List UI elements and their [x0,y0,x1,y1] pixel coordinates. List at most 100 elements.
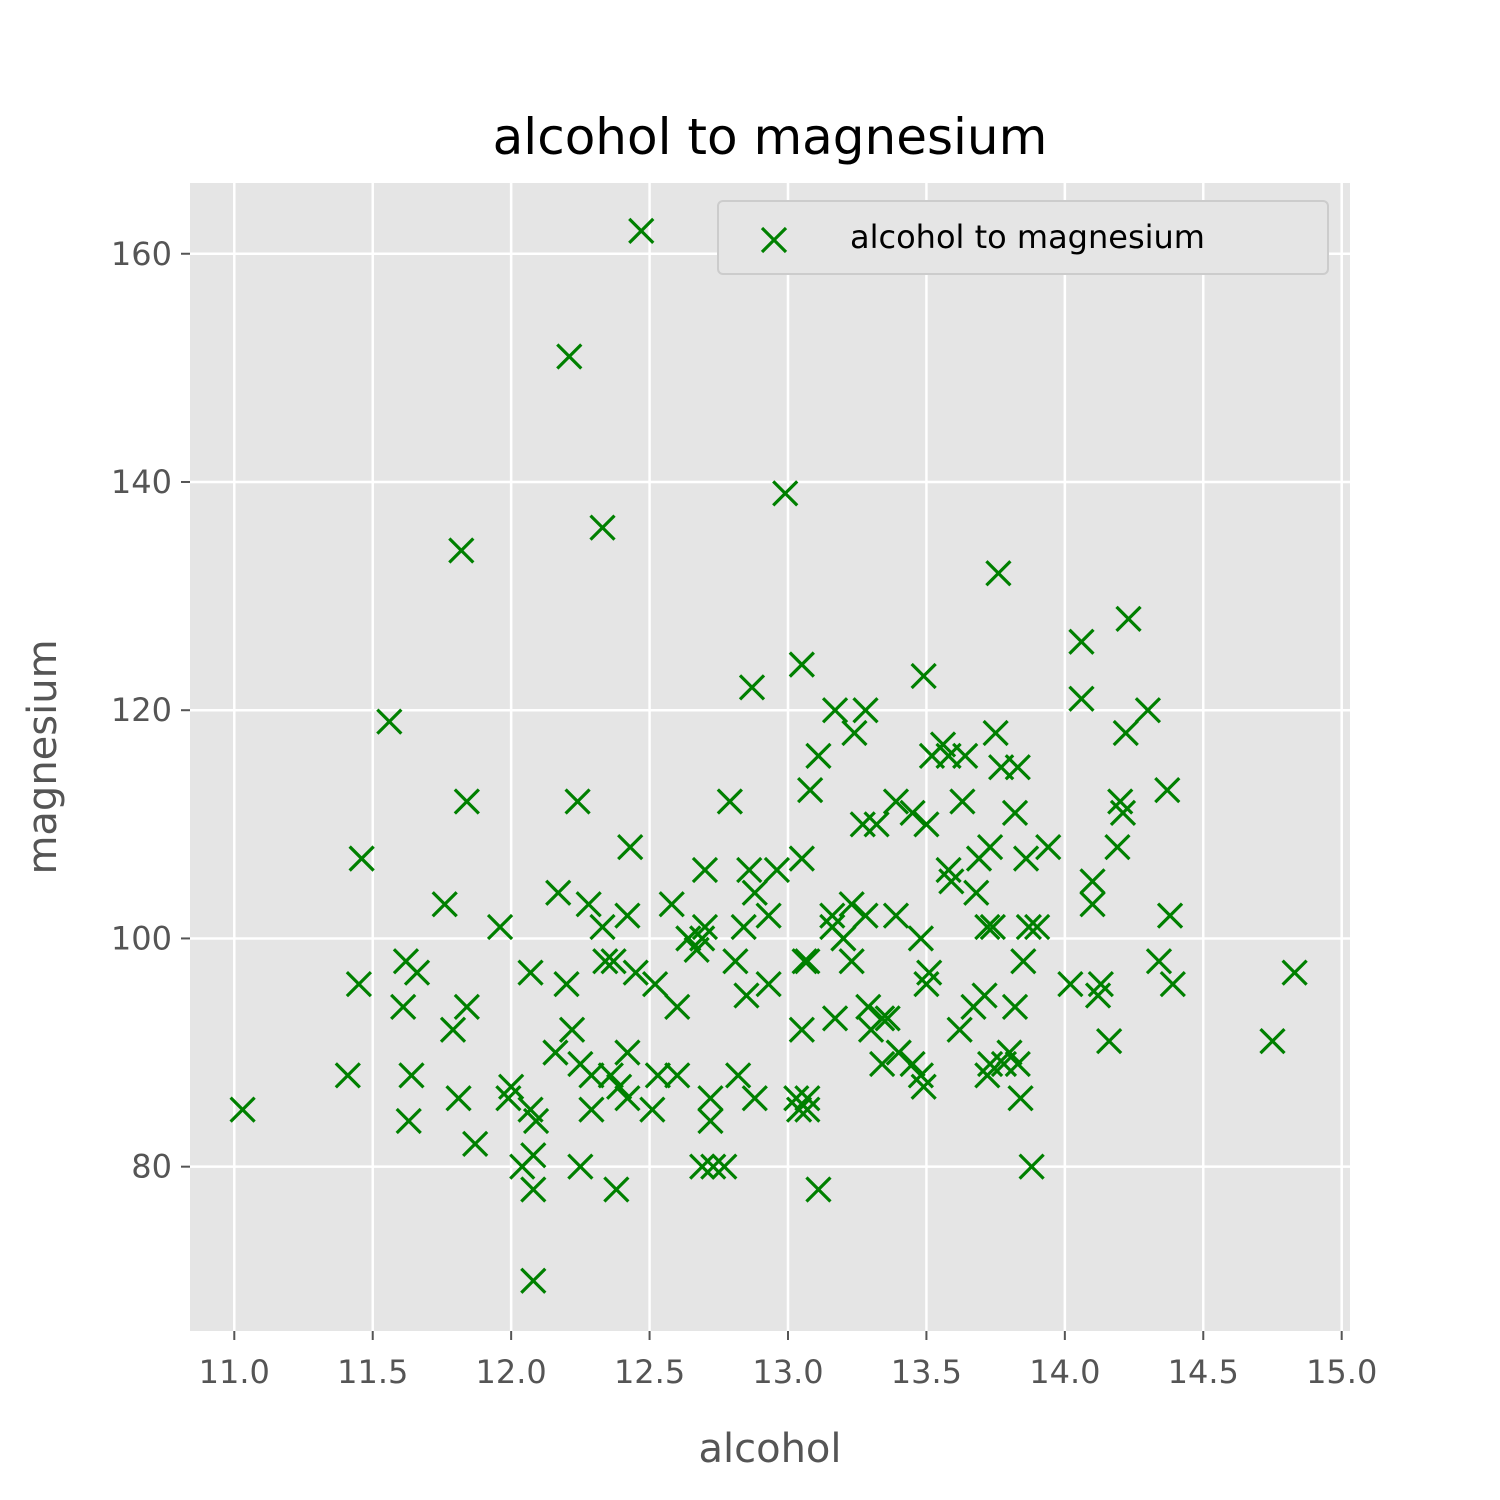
data-point [785,1096,813,1123]
data-point [334,1062,361,1089]
data-point [805,1176,832,1203]
data-point [1001,799,1029,827]
data-point [564,788,591,815]
data-point [976,834,1004,861]
data-point [838,891,865,918]
data-point [1012,845,1040,872]
data-point [542,1039,569,1066]
data-point [885,1039,912,1066]
data-point [907,925,935,952]
data-point [614,1039,641,1066]
data-point [852,902,879,929]
data-point [725,1062,752,1089]
data-point [730,913,757,941]
data-point [700,1153,727,1180]
data-point [736,856,763,884]
data-point [1104,834,1131,861]
data-point [971,982,998,1009]
data-point [716,788,743,815]
data-point [899,799,926,827]
data-point [949,788,976,815]
data-point [819,902,846,929]
data-point [390,993,417,1021]
y-tick-label: 140 [111,463,172,501]
data-point [689,1153,716,1180]
data-point [575,891,602,918]
data-point [1112,719,1139,747]
data-point [899,1050,926,1078]
data-point [1068,685,1095,712]
data-point [794,948,821,975]
data-point [229,1096,256,1123]
data-point [788,651,815,678]
data-point [644,1062,672,1089]
data-point [974,913,1001,941]
data-point [985,560,1012,587]
y-tick-label: 80 [131,1148,172,1186]
data-point [763,856,791,884]
data-point [733,982,760,1009]
data-point [1015,913,1042,941]
data-point [1079,868,1106,895]
data-point [617,834,644,861]
data-point [622,959,649,986]
data-point [788,845,815,872]
data-point [868,1005,896,1032]
data-point [556,343,583,370]
x-tick-label: 13.0 [752,1353,823,1391]
data-point [697,1107,724,1135]
data-point [755,970,782,998]
data-point [741,1085,768,1112]
data-points [229,217,1308,1294]
chart-title: alcohol to magnesium [493,108,1048,166]
data-point [821,1005,849,1032]
data-point [578,1096,605,1123]
data-point [658,891,685,918]
data-point [462,1130,489,1157]
data-point [697,1085,724,1112]
data-point [979,913,1006,941]
x-axis-label: alcohol [698,1426,841,1472]
plot-area [190,183,1350,1331]
data-point [996,1039,1023,1066]
data-point [916,959,943,986]
data-point [403,959,431,986]
y-axis-label: magnesium [20,639,66,874]
data-point [1145,948,1173,975]
data-point [741,879,768,906]
legend-box [717,200,1329,275]
data-point [553,970,580,998]
data-point [852,697,879,724]
data-point [605,1073,633,1100]
legend-marker [760,226,788,254]
data-point [910,1073,937,1100]
data-point [1004,754,1031,781]
data-point [520,1142,547,1169]
data-point [794,1096,821,1123]
data-point [520,1267,547,1294]
data-point [882,902,910,929]
data-point [664,993,691,1021]
data-point [614,1085,641,1112]
data-point [691,913,719,941]
data-point [805,742,832,769]
data-point [910,662,937,690]
data-point [1057,970,1084,998]
x-tick-label: 14.5 [1168,1353,1239,1391]
data-point [1068,628,1095,655]
data-point [486,913,514,941]
data-point [830,925,857,952]
data-point [600,948,627,975]
data-point [1134,697,1162,724]
data-point [863,811,890,838]
data-point [589,913,616,941]
data-point [545,879,572,906]
data-point [788,1016,815,1043]
data-point [520,1176,547,1203]
data-point [345,970,373,998]
data-point [589,514,616,541]
axis-ticks: 11.0 11.5 12.0 12.5 13.0 13.5 14.0 14.5 15.0 80 10… [111,235,1377,1391]
data-point [558,1016,586,1043]
data-point [963,879,990,906]
